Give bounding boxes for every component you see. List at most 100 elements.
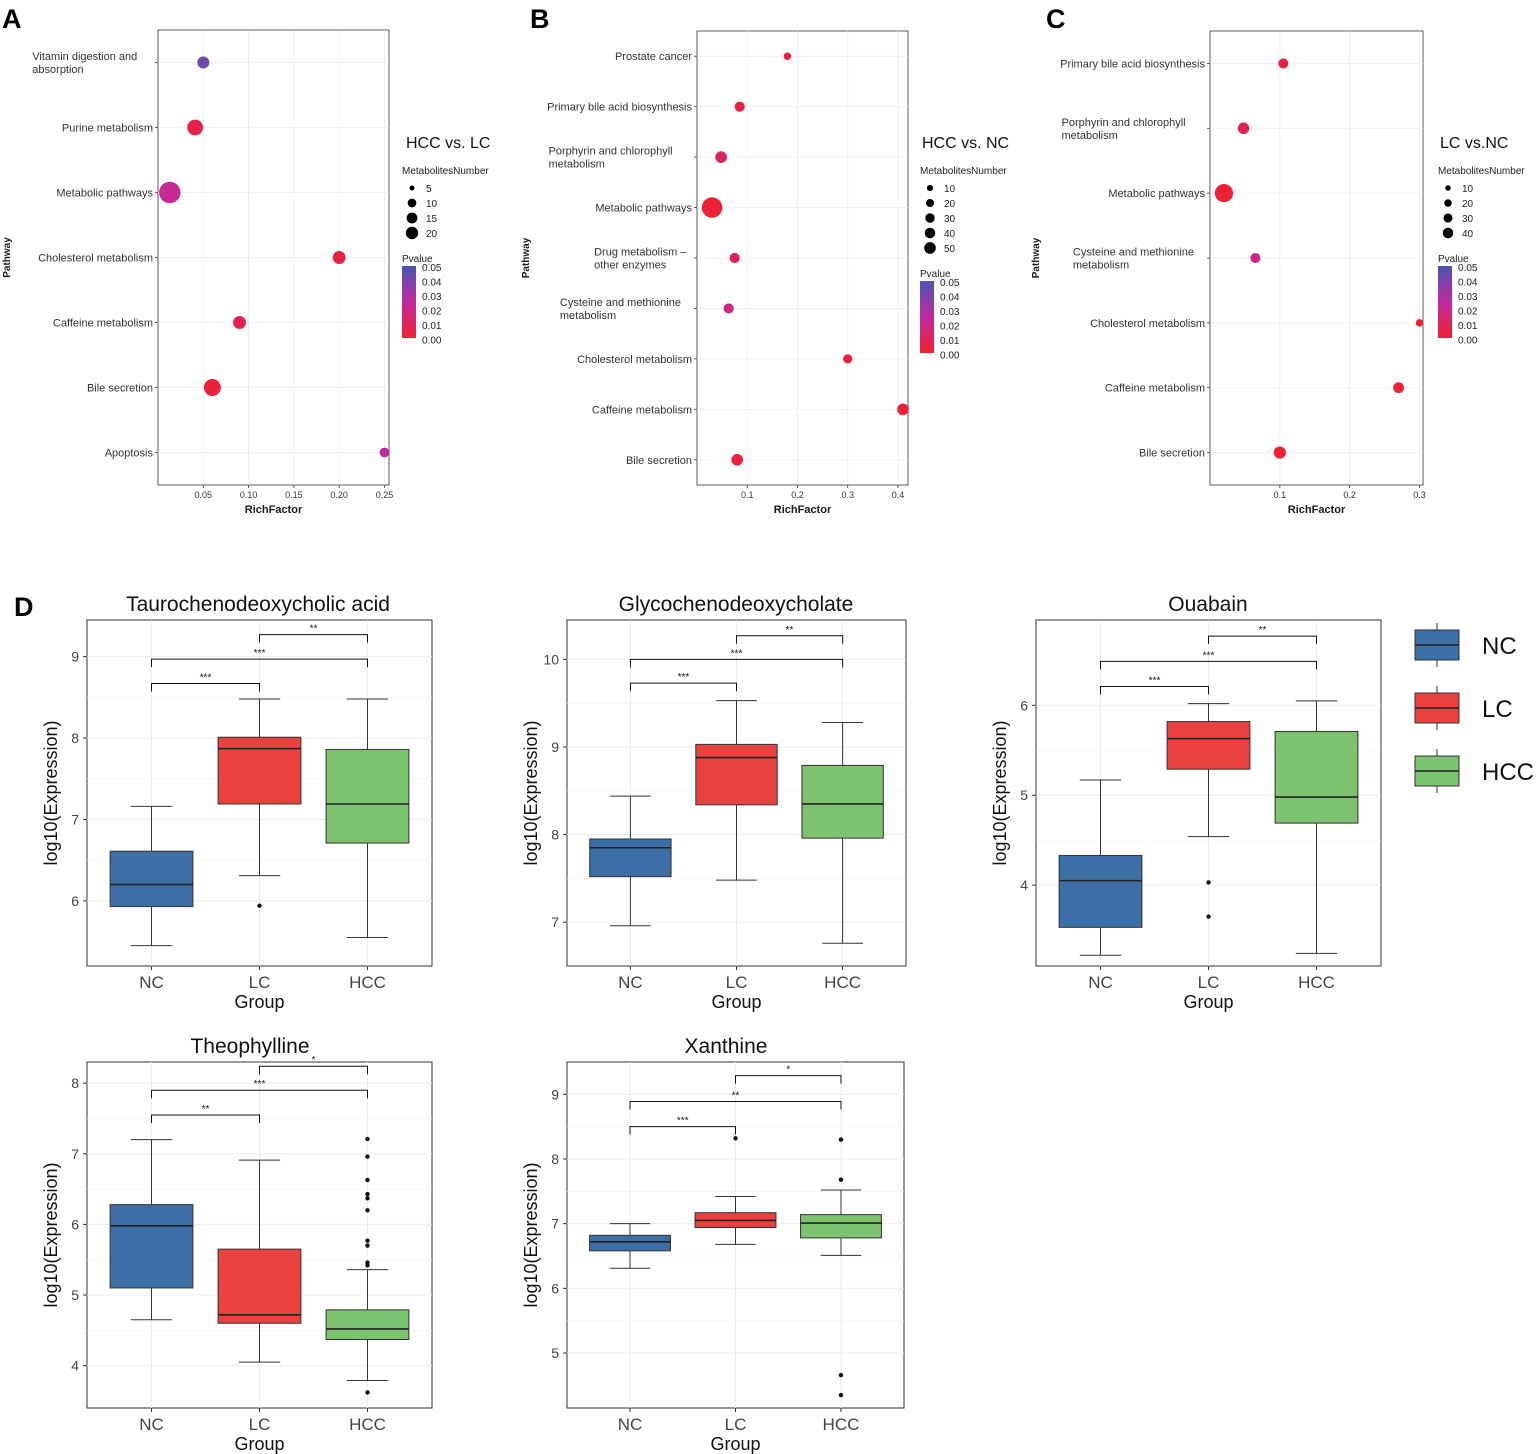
size-legend-label: 30 [1462, 214, 1474, 225]
box-hcc [325, 748, 410, 844]
outlier-point [838, 1137, 844, 1142]
pathway-label: Primary bile acid biosynthesis [1060, 58, 1205, 70]
pathway-label: Cholesterol metabolism [38, 253, 153, 265]
y-tick-label: 6 [71, 893, 79, 909]
outlier-point [365, 1390, 370, 1395]
x-tick-label: 0.3 [841, 490, 854, 500]
color-legend-title: Pvalue [402, 254, 433, 265]
significance-bracket [629, 1100, 842, 1110]
x-tick-label: LC [1198, 973, 1220, 992]
box-nc [589, 838, 672, 878]
significance-label: *** [678, 672, 690, 683]
significance-bracket [1100, 686, 1209, 695]
bubble-point [1278, 58, 1289, 69]
box-hcc [800, 1214, 882, 1239]
enrichment-chart-B: 0.1 0.2 0.3 0.4 Prostate cancer Primary bile … [521, 30, 1009, 516]
significance-label: *** [677, 1116, 689, 1127]
x-tick-label: 0.20 [330, 490, 348, 500]
pathway-label: Bile secretion [1139, 448, 1205, 460]
size-legend-dot [405, 226, 419, 240]
box-lc [217, 736, 302, 805]
pathway-label: metabolism [1062, 130, 1118, 142]
x-tick-label: LC [725, 1415, 747, 1434]
x-tick-label: NC [1088, 973, 1113, 992]
group-legend: NC LC HCC [1414, 623, 1534, 793]
size-legend-label: 40 [944, 229, 956, 240]
x-tick-label: 0.15 [285, 490, 303, 500]
bubble-point [1415, 319, 1424, 327]
enrichment-chart-A: 0.05 0.10 0.15 0.20 0.25 Vitamin digestion an… [2, 29, 490, 516]
pathway-label: absorption [32, 64, 83, 76]
y-tick-label: 8 [71, 1075, 79, 1091]
outlier-point [838, 1177, 844, 1182]
y-tick-label: 9 [551, 739, 559, 755]
color-legend-title: Pvalue [1438, 254, 1469, 265]
enrichment-chart-C: 0.1 0.2 0.3 Primary bile acid biosynthesis P… [1031, 30, 1525, 516]
chart-title: Theophylline [190, 1035, 309, 1058]
significance-bracket [1100, 660, 1317, 670]
x-axis-title: RichFactor [774, 504, 832, 516]
significance-bracket [151, 683, 260, 692]
color-legend-bar [1438, 266, 1452, 338]
bubble-point [783, 52, 792, 60]
y-axis-title: log10(Expression) [41, 720, 61, 865]
size-legend-title: MetabolitesNumber [402, 166, 489, 177]
panel-label-A: A [2, 4, 22, 34]
pathway-label: Caffeine metabolism [1105, 383, 1205, 395]
significance-label: *** [200, 673, 212, 684]
legend-label-lc: LC [1482, 696, 1513, 723]
pathway-label: Vitamin digestion and [32, 51, 137, 63]
chart-title: HCC vs. NC [922, 135, 1009, 152]
box-hcc [801, 764, 884, 839]
size-legend-label: 50 [944, 244, 956, 255]
x-tick-label: 0.25 [376, 490, 394, 500]
box-hcc [325, 1309, 410, 1341]
color-legend-label: 0.04 [1458, 278, 1478, 289]
size-legend-title: MetabolitesNumber [920, 166, 1007, 177]
bubble-point [233, 316, 246, 329]
x-tick-label: 0.2 [791, 490, 804, 500]
significance-bracket [736, 635, 844, 644]
bubble-point [203, 378, 221, 397]
y-tick-label: 8 [71, 730, 79, 746]
pathway-label: Porphyrin and chlorophyll [549, 146, 673, 158]
significance-bracket [629, 658, 844, 668]
y-tick-label: 4 [1020, 877, 1028, 893]
x-tick-label: HCC [823, 1415, 860, 1434]
color-legend-label: 0.05 [1458, 263, 1478, 274]
significance-bracket [735, 1075, 842, 1084]
x-tick-label: 0.1 [1274, 490, 1287, 500]
size-legend-dot [1442, 227, 1454, 239]
panel-label-C: C [1046, 4, 1066, 34]
outlier-point [365, 1196, 370, 1201]
color-legend-label: 0.03 [1458, 292, 1478, 303]
size-legend-dot [1444, 199, 1452, 207]
bubble-point [1393, 382, 1404, 394]
y-axis-title: log10(Expression) [990, 720, 1010, 865]
pathway-label: Metabolic pathways [1108, 188, 1205, 200]
y-tick-label: 6 [71, 1216, 79, 1232]
significance-bracket [151, 658, 368, 668]
significance-bracket [259, 1065, 368, 1075]
color-legend-label: 0.03 [422, 292, 442, 303]
y-axis-title: log10(Expression) [521, 1162, 541, 1307]
pathway-label: metabolism [549, 159, 605, 171]
x-axis-title: Group [234, 1434, 284, 1454]
x-axis-title: Group [234, 992, 284, 1012]
size-legend-dot [409, 185, 415, 191]
x-tick-label: 0.10 [240, 490, 258, 500]
x-axis-title: Group [711, 992, 761, 1012]
significance-bracket [151, 1089, 368, 1099]
pathway-label: Primary bile acid biosynthesis [547, 102, 692, 114]
significance-label: ** [786, 625, 794, 636]
x-tick-label: 0.4 [892, 490, 905, 500]
bubble-point [715, 151, 727, 163]
color-legend-label: 0.05 [940, 278, 960, 289]
x-axis-title: RichFactor [245, 504, 303, 516]
color-legend-label: 0.04 [422, 278, 442, 289]
legend-label-hcc: HCC [1482, 759, 1534, 786]
bubble-point [734, 101, 745, 112]
x-axis-title: Group [710, 1434, 760, 1454]
